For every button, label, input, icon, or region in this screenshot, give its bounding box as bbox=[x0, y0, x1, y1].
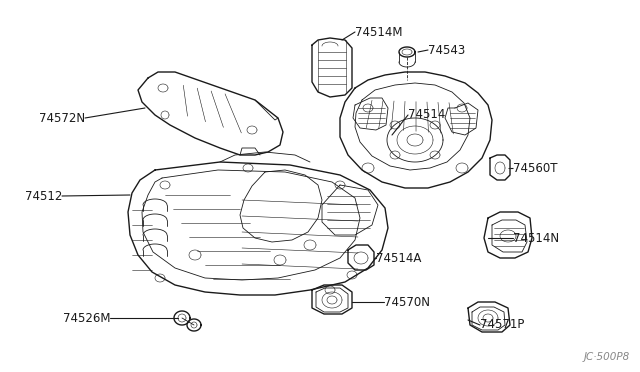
Text: 74514A: 74514A bbox=[376, 251, 421, 264]
Text: 74570N: 74570N bbox=[384, 295, 430, 308]
Text: 74560T: 74560T bbox=[513, 161, 557, 174]
Text: 74514M: 74514M bbox=[355, 26, 403, 38]
Text: 74543: 74543 bbox=[428, 44, 465, 57]
Text: 74514N: 74514N bbox=[513, 231, 559, 244]
Text: 74526M: 74526M bbox=[63, 311, 110, 324]
Text: 74572N: 74572N bbox=[39, 112, 85, 125]
Text: 74512: 74512 bbox=[24, 189, 62, 202]
Text: 74514: 74514 bbox=[408, 109, 445, 122]
Text: 74571P: 74571P bbox=[480, 318, 524, 331]
Text: JC·500P8: JC·500P8 bbox=[584, 352, 630, 362]
